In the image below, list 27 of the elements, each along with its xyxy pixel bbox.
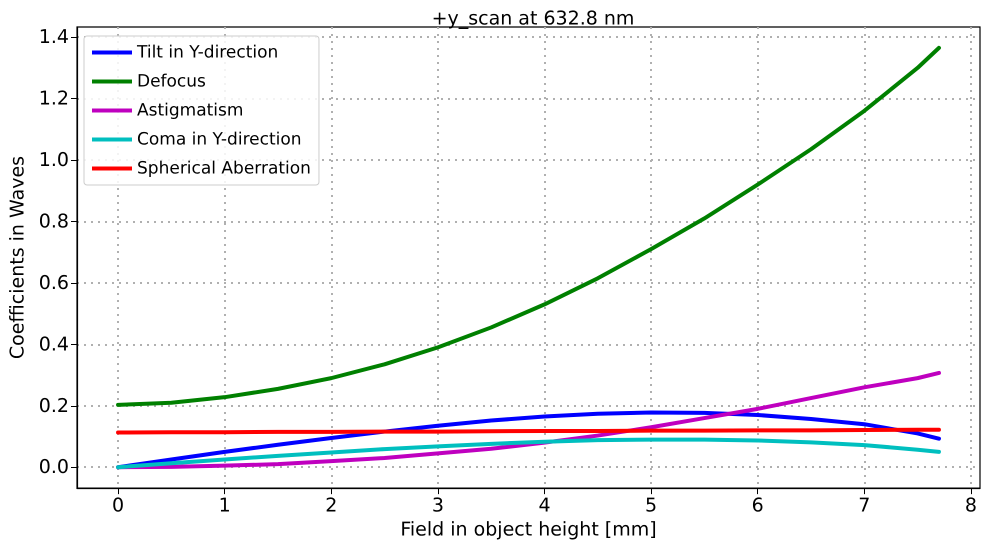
legend-label: Defocus [137, 72, 206, 92]
y-tick-label: 0.0 [38, 456, 69, 478]
x-tick-label: 7 [858, 494, 870, 517]
y-tick-label: 1.4 [38, 26, 69, 48]
x-tick-label: 8 [964, 494, 977, 517]
line-series [116, 46, 941, 407]
y-tick-label: 0.2 [38, 394, 69, 417]
legend-label: Spherical Aberration [137, 158, 311, 178]
legend-label: Tilt in Y-direction [136, 42, 278, 62]
legend-label: Coma in Y-direction [137, 130, 302, 150]
x-tick-label: 2 [325, 494, 338, 517]
y-tick-label: 0.8 [38, 210, 69, 232]
y-tick-label: 0.6 [38, 272, 69, 294]
y-tick-label: 1.2 [38, 88, 69, 110]
x-tick-label: 3 [432, 494, 444, 517]
line-series [116, 438, 941, 470]
x-tick-label: 6 [752, 494, 764, 517]
y-tick-label: 1.0 [38, 149, 69, 172]
x-tick-label: 0 [112, 494, 124, 517]
legend-label: Astigmatism [137, 100, 244, 120]
x-tick-label: 5 [645, 494, 658, 517]
x-tick-label: 1 [218, 494, 231, 517]
chart-title: +y_scan at 632.8 nm [432, 8, 634, 30]
x-axis-title: Field in object height [mm] [400, 518, 657, 540]
x-tick-label: 4 [538, 494, 551, 517]
y-axis-title: Coefficients in Waves [6, 156, 28, 360]
y-tick-label: 0.4 [38, 333, 69, 356]
